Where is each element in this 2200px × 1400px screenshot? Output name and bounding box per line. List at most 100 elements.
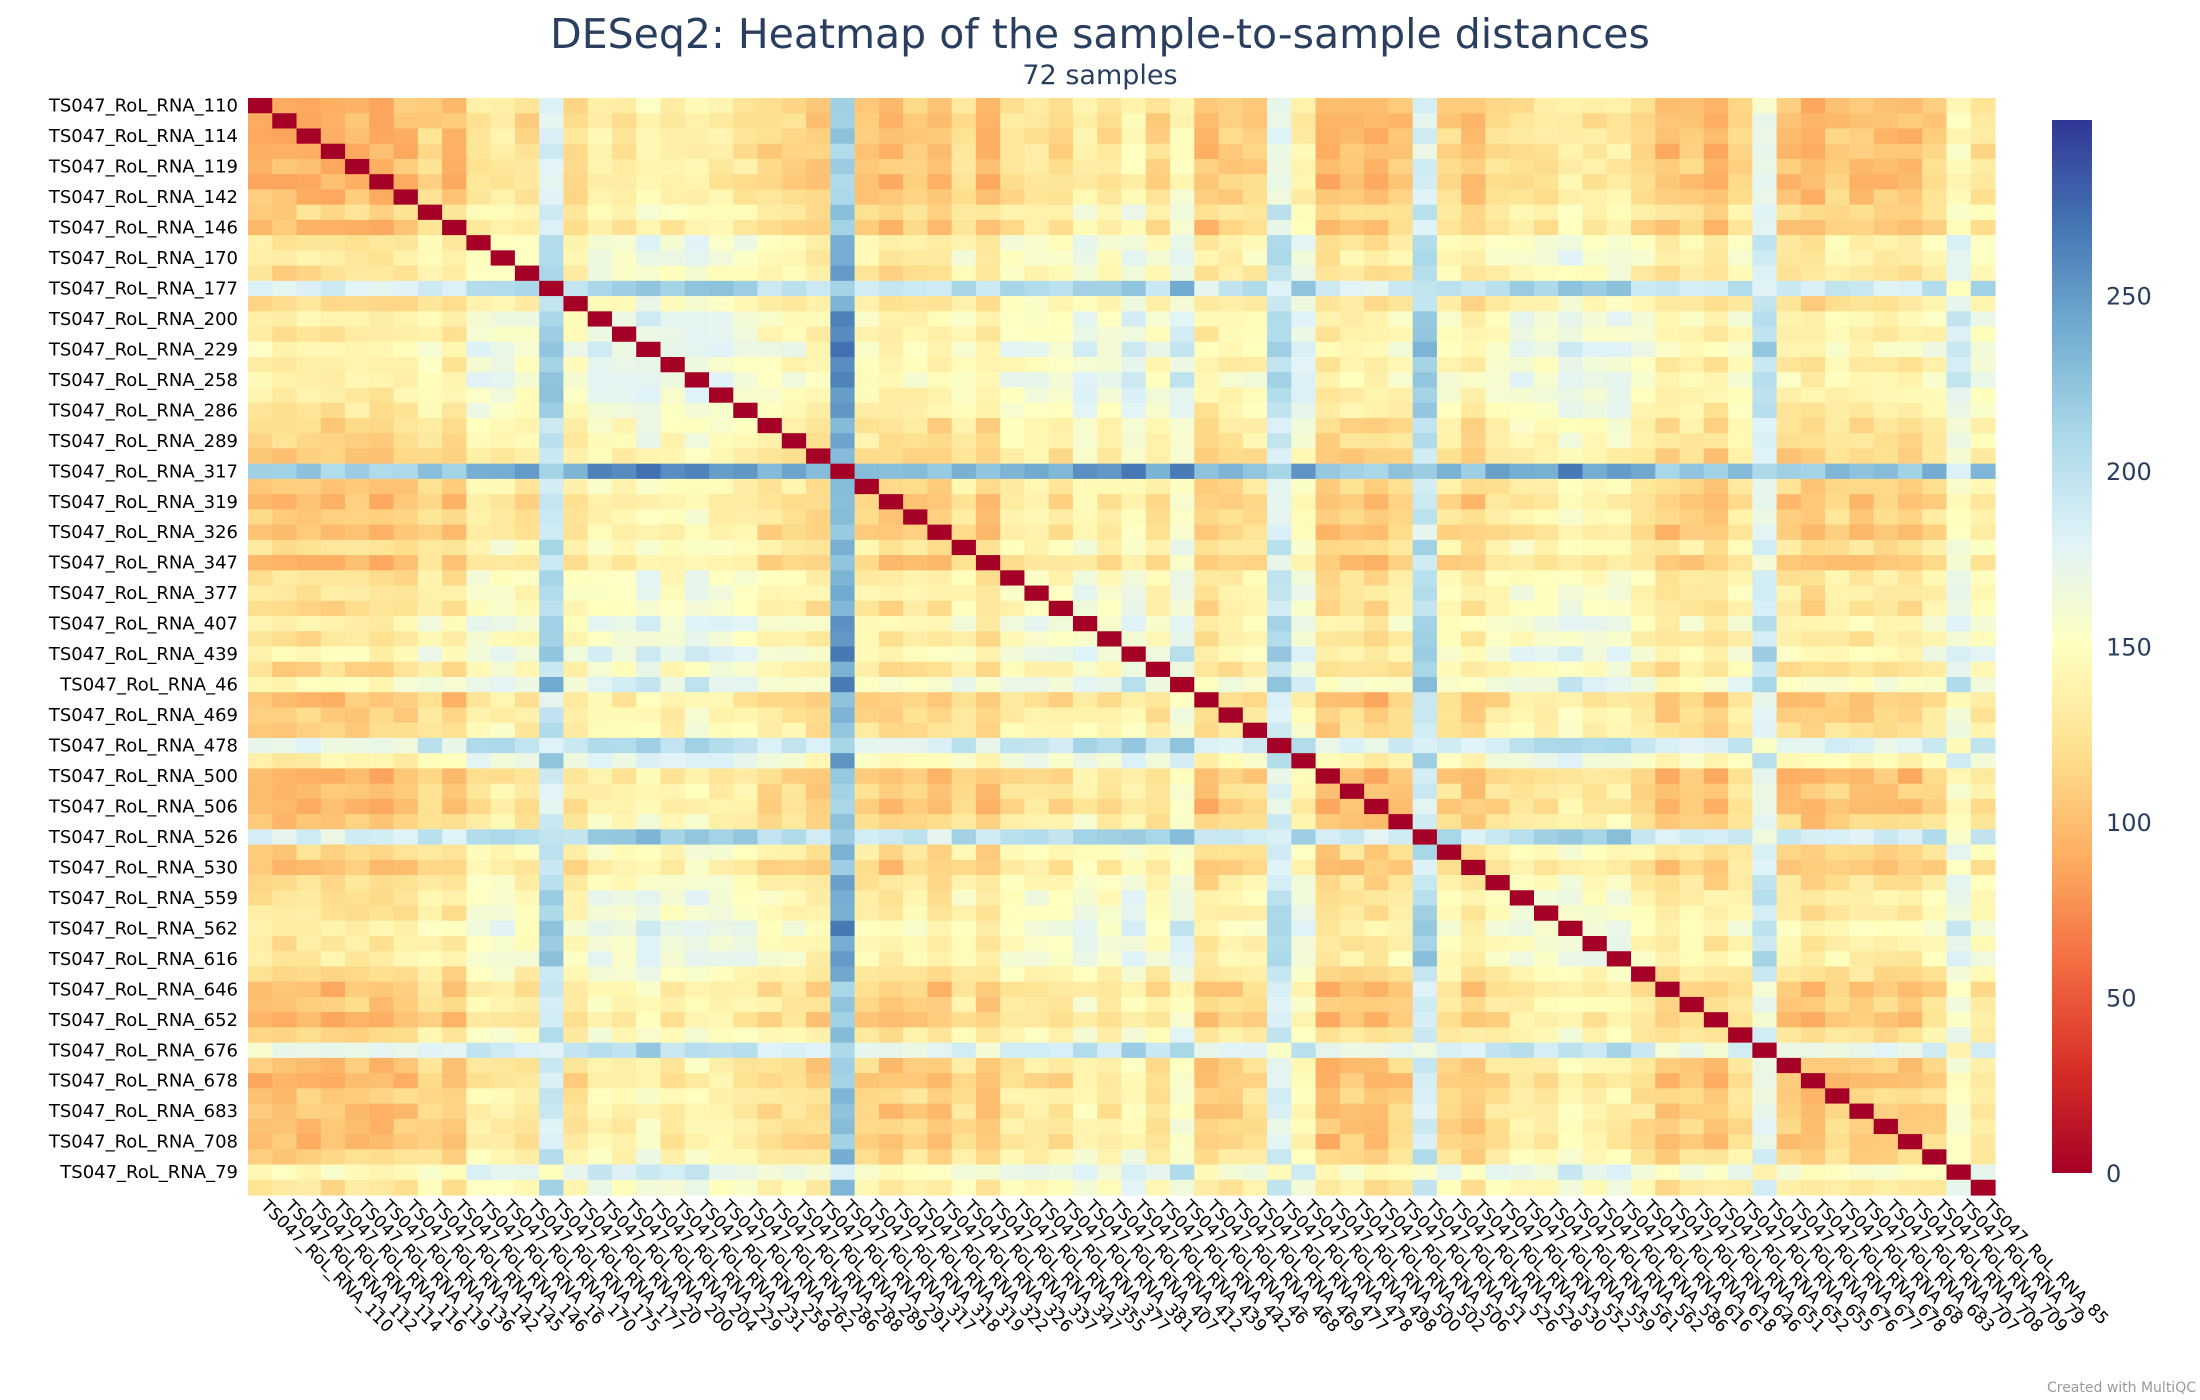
heatmap-cell — [1170, 1057, 1195, 1074]
heatmap-cell — [539, 494, 565, 510]
heatmap-cell — [660, 737, 686, 754]
heatmap-cell — [1242, 1057, 1268, 1074]
heatmap-cell — [757, 844, 783, 861]
heatmap-cell — [1825, 1057, 1851, 1074]
heatmap-cell — [490, 387, 516, 404]
heatmap-cell — [320, 1027, 346, 1044]
heatmap-cell — [1728, 859, 1753, 876]
heatmap-cell — [1582, 219, 1608, 236]
heatmap-cell — [1873, 341, 1899, 358]
heatmap-cell — [1461, 402, 1487, 419]
heatmap-cell — [1436, 98, 1462, 114]
heatmap-cell — [951, 875, 977, 891]
heatmap-cell — [1970, 1012, 1996, 1029]
heatmap-cell — [854, 981, 880, 998]
heatmap-cell — [466, 524, 492, 541]
heatmap-cell — [296, 128, 322, 145]
heatmap-cell — [1776, 722, 1802, 739]
heatmap-cell — [660, 143, 686, 160]
heatmap-cell — [660, 158, 686, 175]
heatmap-cell — [1873, 631, 1899, 648]
heatmap-cell — [490, 1103, 516, 1120]
heatmap-cell — [806, 600, 831, 617]
heatmap-cell — [1267, 1057, 1292, 1074]
heatmap-cell — [272, 448, 298, 465]
heatmap-cell — [442, 600, 467, 617]
heatmap-cell — [369, 509, 395, 526]
heatmap-cell — [1436, 1088, 1462, 1105]
heatmap-cell — [733, 692, 759, 709]
heatmap-cell — [1922, 935, 1948, 952]
heatmap-cell — [1145, 1042, 1171, 1059]
heatmap-cell — [320, 143, 346, 160]
heatmap-cell — [1752, 387, 1778, 404]
heatmap-cell — [1315, 1027, 1341, 1044]
heatmap-cell — [684, 113, 710, 130]
heatmap-cell — [1873, 798, 1899, 815]
heatmap-cell — [1170, 920, 1195, 937]
heatmap-cell — [1412, 890, 1438, 907]
heatmap-cell — [369, 707, 395, 724]
heatmap-cell — [1558, 890, 1584, 907]
heatmap-cell — [1533, 646, 1559, 663]
heatmap-cell — [1485, 859, 1511, 876]
heatmap-cell — [1752, 250, 1778, 267]
heatmap-cell — [1267, 783, 1292, 800]
heatmap-cell — [1728, 128, 1753, 145]
heatmap-cell — [296, 555, 322, 571]
heatmap-cell — [830, 768, 856, 785]
heatmap-cell — [1072, 98, 1098, 114]
heatmap-cell — [1388, 1042, 1414, 1059]
heatmap-cell — [927, 280, 953, 297]
heatmap-cell — [1897, 524, 1923, 541]
heatmap-cell — [296, 920, 322, 937]
heatmap-cell — [539, 661, 565, 678]
heatmap-cell — [1242, 646, 1268, 663]
heatmap-cell — [369, 1057, 395, 1074]
heatmap-cell — [514, 844, 540, 861]
heatmap-cell — [1946, 722, 1972, 739]
heatmap-cell — [1048, 463, 1074, 480]
heatmap-cell — [1946, 448, 1972, 465]
heatmap-cell — [1679, 875, 1705, 891]
heatmap-cell — [1558, 494, 1584, 510]
heatmap-cell — [1800, 996, 1826, 1013]
heatmap-cell — [563, 1088, 589, 1105]
heatmap-cell — [1728, 707, 1753, 724]
heatmap-cell — [296, 174, 322, 191]
heatmap-cell — [1582, 783, 1608, 800]
heatmap-cell — [490, 326, 516, 343]
heatmap-cell — [1849, 1088, 1875, 1105]
heatmap-cell — [1485, 875, 1511, 891]
heatmap-cell — [1461, 280, 1487, 297]
heatmap-cell — [1655, 844, 1681, 861]
heatmap-cell — [1218, 509, 1244, 526]
heatmap-cell — [1000, 1103, 1026, 1120]
heatmap-cell — [830, 1103, 856, 1120]
heatmap-cell — [272, 600, 298, 617]
heatmap-cell — [1655, 128, 1681, 145]
heatmap-cell — [320, 768, 346, 785]
heatmap-cell — [951, 814, 977, 830]
heatmap-cell — [1072, 296, 1098, 312]
heatmap-cell — [1849, 966, 1875, 983]
heatmap-cell — [611, 814, 637, 830]
heatmap-cell — [1388, 250, 1414, 267]
heatmap-cell — [757, 1057, 783, 1074]
heatmap-cell — [587, 585, 613, 602]
heatmap-cell — [1582, 128, 1608, 145]
heatmap-cell — [878, 616, 904, 632]
heatmap-cell — [490, 372, 516, 389]
heatmap-cell — [1800, 1103, 1826, 1120]
heatmap-cell — [1970, 555, 1996, 571]
heatmap-cell — [1170, 387, 1195, 404]
heatmap-cell — [272, 402, 298, 419]
heatmap-cell — [1946, 235, 1972, 251]
heatmap-cell — [1606, 357, 1632, 373]
heatmap-cell — [781, 844, 807, 861]
heatmap-cell — [514, 1012, 540, 1029]
heatmap-cell — [272, 555, 298, 571]
heatmap-cell — [1728, 433, 1753, 450]
heatmap-cell — [345, 98, 370, 114]
heatmap-cell — [1218, 722, 1244, 739]
